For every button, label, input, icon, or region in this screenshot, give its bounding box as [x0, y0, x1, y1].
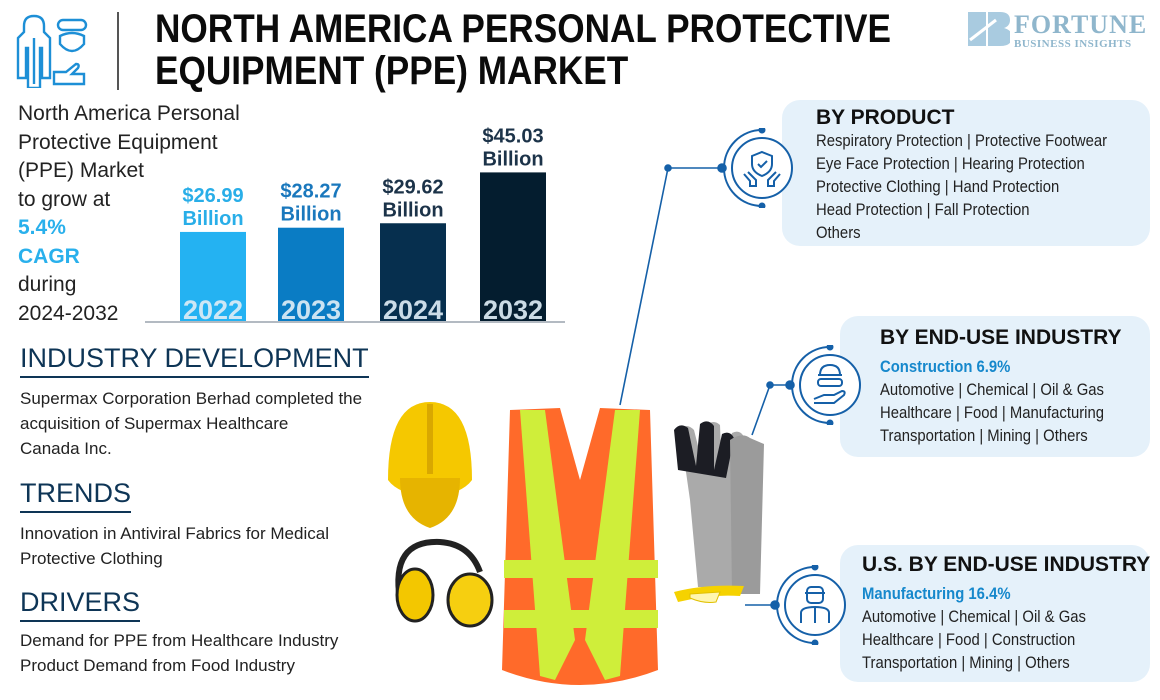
fortune-logo: FORTUNE BUSINESS INSIGHTS	[968, 10, 1153, 52]
product-line: Respiratory Protection | Protective Foot…	[816, 132, 1108, 150]
by-end-use-panel: BY END-USE INDUSTRY Construction 6.9% Au…	[840, 316, 1150, 457]
year-label: 2032	[483, 295, 543, 325]
bar-2022	[180, 231, 246, 321]
value-label: $29.62	[382, 176, 443, 198]
page-title: NORTH AMERICA PERSONAL PROTECTIVE EQUIPM…	[155, 8, 891, 92]
cagr-value: 5.4%	[18, 216, 66, 239]
safety-vest-image	[502, 408, 658, 685]
by-end-use-heading: BY END-USE INDUSTRY	[880, 326, 1122, 349]
market-size-bar-chart: 2022$26.99Billion2023$28.27Billion2024$2…	[145, 125, 565, 325]
industry-development-heading: INDUSTRY DEVELOPMENT	[20, 343, 369, 378]
header-divider	[117, 12, 119, 90]
text-line: Demand for PPE from Healthcare Industry	[20, 631, 339, 650]
drivers-heading: DRIVERS	[20, 587, 141, 622]
industry-development-text: Supermax Corporation Berhad completed th…	[20, 386, 362, 461]
end-use-line: Automotive | Chemical | Oil & Gas	[880, 381, 1104, 399]
summary-line: (PPE) Market	[18, 159, 145, 182]
by-product-panel: BY PRODUCT Respiratory Protection | Prot…	[782, 100, 1150, 246]
text-line: Product Demand from Food Industry	[20, 656, 295, 675]
year-label: 2023	[281, 295, 341, 325]
summary-line: Protective Equipment	[18, 130, 218, 154]
summary-line: to grow at	[18, 187, 111, 211]
drivers-text: Demand for PPE from Healthcare Industry …	[20, 628, 338, 678]
us-end-use-list: Manufacturing 16.4% Automotive | Chemica…	[862, 583, 1086, 675]
unit-label: Billion	[382, 199, 443, 221]
trends-heading: TRENDS	[20, 478, 132, 513]
summary-line: during	[18, 273, 77, 296]
year-label: 2024	[383, 295, 443, 325]
end-use-line: Transportation | Mining | Others	[880, 427, 1088, 445]
logo-sub-text: BUSINESS INSIGHTS	[1014, 38, 1132, 50]
bar-2024	[380, 223, 446, 321]
text-line: acquisition of Supermax Healthcare	[20, 414, 289, 433]
value-label: $26.99	[182, 185, 243, 207]
end-use-line: Healthcare | Food | Manufacturing	[880, 404, 1104, 422]
market-summary: North America Personal Protective Equipm…	[18, 100, 258, 328]
end-use-highlight: Construction 6.9%	[880, 358, 1011, 376]
hard-hat-image	[388, 402, 472, 528]
unit-label: Billion	[182, 208, 243, 230]
logo-main-text: FORTUNE	[1014, 10, 1148, 39]
factory-worker-icon	[776, 565, 846, 645]
us-end-use-line: Healthcare | Food | Construction	[862, 631, 1076, 649]
product-line: Others	[816, 224, 861, 242]
safety-glasses-image	[674, 585, 744, 603]
unit-label: Billion	[482, 148, 543, 170]
value-label: $45.03	[482, 125, 543, 147]
unit-label: Billion	[280, 204, 341, 226]
ppe-header-icon	[16, 14, 88, 88]
product-line: Head Protection | Fall Protection	[816, 201, 1030, 219]
product-list: Respiratory Protection | Protective Foot…	[816, 130, 1107, 245]
logo-mark-icon	[968, 12, 1012, 46]
us-end-use-highlight: Manufacturing 16.4%	[862, 585, 1011, 603]
trends-text: Innovation in Antiviral Fabrics for Medi…	[20, 521, 329, 571]
us-end-use-line: Transportation | Mining | Others	[862, 654, 1070, 672]
work-gloves-image	[674, 421, 764, 594]
forecast-period: 2024-2032	[18, 301, 119, 325]
text-line: Protective Clothing	[20, 549, 163, 568]
product-line: Eye Face Protection | Hearing Protection	[816, 155, 1085, 173]
product-line: Protective Clothing | Hand Protection	[816, 178, 1060, 196]
end-use-list: Construction 6.9% Automotive | Chemical …	[880, 356, 1104, 448]
earmuffs-image	[395, 538, 494, 628]
text-line: Innovation in Antiviral Fabrics for Medi…	[20, 524, 329, 543]
us-end-use-panel: U.S. BY END-USE INDUSTRY Manufacturing 1…	[840, 545, 1150, 682]
us-end-use-heading: U.S. BY END-USE INDUSTRY	[862, 553, 1151, 576]
cagr-label: CAGR	[18, 244, 80, 268]
text-line: Supermax Corporation Berhad completed th…	[20, 389, 363, 408]
shield-hands-icon	[723, 128, 793, 208]
title-line-1: NORTH AMERICA PERSONAL PROTECTIVE	[155, 7, 891, 51]
us-end-use-line: Automotive | Chemical | Oil & Gas	[862, 608, 1086, 626]
value-label: $28.27	[280, 181, 341, 203]
by-product-heading: BY PRODUCT	[816, 106, 955, 129]
worker-helmet-icon	[791, 345, 861, 425]
bar-2032	[480, 172, 546, 321]
summary-line: North America Personal	[18, 102, 240, 125]
text-line: Canada Inc.	[20, 439, 112, 458]
bar-2023	[278, 227, 344, 321]
connector-lines	[619, 163, 795, 610]
title-line-2: EQUIPMENT (PPE) MARKET	[155, 49, 629, 93]
year-label: 2022	[183, 295, 243, 325]
